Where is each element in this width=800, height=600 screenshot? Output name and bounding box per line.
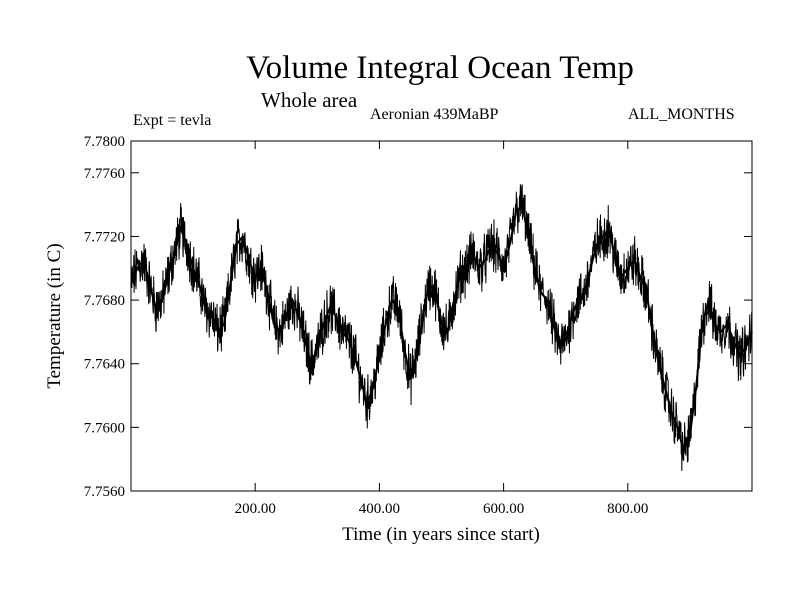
x-tick-label: 600.00 <box>483 501 524 517</box>
x-tick-label: 800.00 <box>607 501 648 517</box>
y-tick-label: 7.7760 <box>84 166 125 182</box>
y-tick-label: 7.7600 <box>84 420 125 436</box>
y-tick-label: 7.7800 <box>84 134 125 150</box>
series-line <box>130 202 753 455</box>
y-tick-label: 7.7560 <box>84 484 125 500</box>
chart-title: Volume Integral Ocean Temp <box>246 50 634 86</box>
y-tick-label: 7.7640 <box>84 357 125 373</box>
y-axis: 7.7560 7.7600 7.7640 7.7680 7.7720 7.7760 7.78… <box>84 134 752 500</box>
y-axis-label: Temperature (in C) <box>44 243 65 388</box>
period-label: Aeronian 439MaBP <box>370 106 499 123</box>
x-tick-label: 200.00 <box>235 501 276 517</box>
chart-subtitle: Whole area <box>261 88 358 112</box>
x-axis-label: Time (in years since start) <box>342 524 540 545</box>
x-tick-label: 400.00 <box>359 501 400 517</box>
experiment-label: Expt = tevla <box>133 112 212 129</box>
series-noise-trace <box>130 184 753 472</box>
months-label: ALL_MONTHS <box>628 106 735 123</box>
y-tick-label: 7.7680 <box>84 293 125 309</box>
plot-frame <box>130 140 753 492</box>
y-tick-label: 7.7720 <box>84 229 125 245</box>
x-axis: 200.00 400.00 600.00 800.00 <box>235 141 648 517</box>
series-noise <box>130 184 753 472</box>
